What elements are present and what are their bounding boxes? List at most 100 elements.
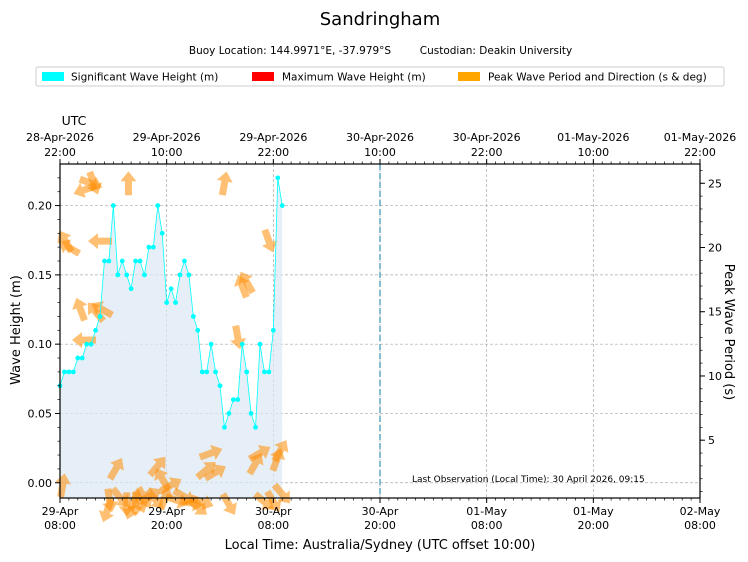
direction-arrow: [88, 233, 112, 250]
bottom-tick-date: 29-Apr: [148, 505, 185, 518]
wave-height-point: [137, 258, 143, 264]
wave-height-point: [239, 341, 245, 347]
legend-label-maximum: Maximum Wave Height (m): [282, 72, 426, 84]
direction-arrow: [72, 331, 96, 348]
wave-height-point: [204, 369, 210, 375]
direction-arrow: [246, 452, 264, 476]
direction-arrow: [216, 171, 233, 196]
left-tick-label: 0.15: [28, 269, 53, 282]
last-observation-note: Last Observation (Local Time): 30 April …: [412, 475, 645, 485]
direction-arrow: [264, 489, 282, 513]
wave-height-point: [262, 369, 267, 375]
direction-arrow: [120, 171, 137, 196]
left-tick-label: 0.00: [28, 477, 53, 490]
top-tick-time: 10:00: [151, 146, 183, 159]
right-tick-label: 10: [708, 370, 722, 383]
wave-height-point: [70, 369, 76, 375]
legend-label-significant: Significant Wave Height (m): [71, 72, 218, 84]
legend-swatch-period: [458, 72, 480, 81]
buoy-location: Buoy Location: 144.9971°E, -37.979°S: [189, 45, 392, 57]
direction-arrow: [195, 462, 216, 481]
wave-height-point: [119, 258, 125, 264]
right-tick-label: 25: [708, 177, 722, 190]
direction-arrow: [230, 324, 247, 350]
direction-arrow: [91, 301, 114, 319]
direction-arrow-shape: [261, 228, 278, 253]
wave-height-point: [128, 286, 134, 292]
direction-arrow-shape: [230, 324, 247, 350]
wave-height-point: [257, 341, 263, 347]
wave-height-point: [279, 203, 285, 208]
chart-title: Sandringham: [320, 9, 441, 30]
right-tick-label: 15: [708, 306, 722, 319]
wave-height-point: [235, 397, 241, 403]
wave-height-point: [177, 272, 183, 278]
top-tick-date: 01-May-2026: [557, 131, 629, 144]
left-tick-label: 0.20: [28, 200, 53, 213]
wave-height-point: [133, 258, 138, 264]
direction-arrow-shape: [271, 440, 289, 463]
wave-height-point: [110, 203, 116, 208]
direction-arrow-shape: [216, 171, 233, 196]
wave-height-point: [164, 300, 170, 305]
direction-arrow: [261, 228, 278, 253]
wave-height-point: [159, 230, 165, 236]
direction-arrow: [86, 170, 102, 195]
direction-arrow-shape: [106, 458, 124, 481]
wave-height-point: [186, 272, 192, 278]
direction-arrow: [58, 239, 82, 257]
wave-height-point: [155, 203, 161, 208]
y-axis-label: Wave Height (m): [9, 275, 24, 385]
top-tick-time: 22:00: [257, 146, 289, 159]
wave-height-point: [270, 327, 276, 333]
direction-arrow: [203, 464, 226, 482]
wave-height-points: [57, 175, 285, 430]
left-axis-ticks: 0.00 0.05 0.10 0.15 0.20: [28, 177, 60, 490]
custodian: Custodian: Deakin University: [420, 45, 572, 57]
direction-arrow-shape: [198, 444, 223, 461]
wave-height-point: [93, 327, 98, 333]
legend-label-period: Peak Wave Period and Direction (s & deg): [488, 72, 707, 84]
direction-arrow-shape: [147, 456, 166, 478]
legend-swatch-significant: [42, 72, 64, 81]
bottom-axis-ticks: 29-Apr08:0029-Apr20:0030-Apr08:0030-Apr2…: [42, 498, 721, 532]
direction-arrow: [271, 440, 289, 463]
direction-arrow-shape: [120, 171, 137, 196]
direction-arrow-shape: [91, 301, 114, 319]
direction-arrow-shape: [264, 489, 282, 513]
direction-arrow: [127, 492, 144, 517]
wave-height-area: [60, 177, 283, 498]
wave-height-point: [102, 258, 107, 264]
wave-height-point: [195, 327, 201, 333]
legend-frame: [35, 66, 725, 87]
direction-arrow: [147, 456, 166, 478]
top-tick-date: 29-Apr-2026: [239, 131, 307, 144]
wave-height-point: [226, 411, 232, 416]
wave-height-point: [248, 411, 254, 416]
left-tick-label: 0.05: [28, 407, 53, 420]
top-tick-time: 22:00: [684, 146, 716, 159]
wave-height-point: [230, 397, 236, 403]
direction-arrow-shape: [247, 445, 271, 463]
top-tick-time: 22:00: [471, 146, 503, 159]
legend-swatch-maximum: [252, 72, 274, 81]
bottom-tick-date: 30-Apr: [255, 505, 292, 518]
top-tick-date: 30-Apr-2026: [453, 131, 521, 144]
bottom-tick-time: 08:00: [471, 519, 503, 532]
legend: Significant Wave Height (m) Maximum Wave…: [35, 66, 725, 87]
direction-arrow-shape: [86, 170, 102, 195]
bottom-tick-date: 29-Apr: [42, 505, 79, 518]
top-tick-date: 30-Apr-2026: [346, 131, 414, 144]
bottom-tick-time: 20:00: [151, 519, 183, 532]
x-axis-label: Local Time: Australia/Sydney (UTC offset…: [225, 538, 536, 553]
top-tick-time: 10:00: [577, 146, 609, 159]
wave-height-point: [199, 369, 205, 375]
top-axis-label: UTC: [62, 113, 87, 128]
wave-height-point: [124, 272, 130, 278]
bottom-tick-time: 20:00: [577, 519, 609, 532]
wave-height-point: [266, 369, 272, 375]
bottom-tick-time: 08:00: [257, 519, 289, 532]
direction-arrow-shape: [55, 473, 71, 498]
right-tick-label: 5: [708, 434, 715, 447]
